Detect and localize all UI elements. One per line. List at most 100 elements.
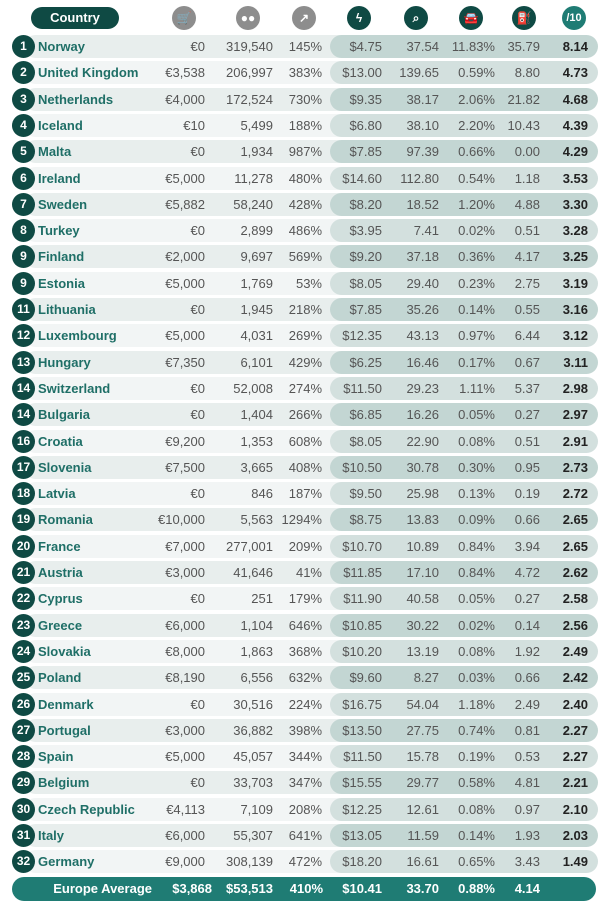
row-bg bbox=[24, 245, 354, 269]
evs-cell: 1,769 bbox=[240, 275, 273, 291]
chargers-cell: 4.72 bbox=[514, 565, 540, 580]
row-bg bbox=[24, 298, 354, 321]
table-row: 26 Denmark €0 30,516 224% $16.75 54.04 1.18% 2.4… bbox=[10, 692, 598, 716]
chargers-cell: 2.75 bbox=[514, 275, 540, 291]
charge-cost-cell: $18.20 bbox=[342, 854, 382, 870]
ev-share-cell: 1.20% bbox=[458, 196, 495, 212]
footer-value: 33.70 bbox=[406, 881, 439, 896]
rank-badge: 24 bbox=[12, 639, 35, 663]
row-bg bbox=[24, 508, 354, 532]
chargers-cell: 3.94 bbox=[514, 538, 540, 554]
incentive-cell: €0 bbox=[190, 407, 205, 423]
searches-cell: 54.04 bbox=[406, 696, 439, 712]
row-bg bbox=[24, 166, 354, 190]
row-bg-right bbox=[330, 613, 598, 637]
score-cell: 2.65 bbox=[562, 512, 588, 528]
ev-share-cell: 0.58% bbox=[458, 775, 495, 791]
country-name: Greece bbox=[38, 617, 83, 633]
rank-badge: 28 bbox=[12, 745, 35, 769]
row-bg bbox=[24, 613, 354, 637]
table-row: 17 Slovenia €7,500 3,665 408% $10.50 30.78 0.30… bbox=[10, 455, 598, 479]
charge-cost-cell: $8.05 bbox=[349, 275, 382, 291]
incentive-cell: €5,000 bbox=[165, 170, 205, 186]
charge-cost-cell: $4.75 bbox=[349, 39, 382, 54]
score-cell: 2.56 bbox=[562, 617, 588, 633]
chargers-cell: 21.82 bbox=[507, 91, 540, 107]
searches-cell: 27.75 bbox=[406, 722, 439, 738]
growth-cell: 179% bbox=[288, 591, 322, 607]
charge-cost-cell: $11.50 bbox=[343, 380, 382, 396]
searches-cell: 38.10 bbox=[406, 117, 439, 133]
score-header: /10 bbox=[562, 6, 586, 30]
growth-cell: 1294% bbox=[281, 512, 322, 528]
score-cell: 2.72 bbox=[562, 486, 588, 502]
row-bg-right bbox=[330, 639, 598, 663]
country-name: Denmark bbox=[38, 696, 94, 712]
table-row: 11 Lithuania €0 1,945 218% $7.85 35.26 0.14% 0.5… bbox=[10, 298, 598, 321]
evs-cell: 33,703 bbox=[233, 775, 273, 791]
row-bg-right bbox=[330, 35, 598, 58]
charge-cost-cell: $13.50 bbox=[342, 722, 382, 738]
searches-cell: 97.39 bbox=[406, 144, 439, 160]
searches-cell: 22.90 bbox=[406, 433, 439, 449]
footer-value: $53,513 bbox=[226, 881, 273, 896]
country-name: Cyprus bbox=[38, 591, 83, 607]
charge-cost-cell: $7.85 bbox=[349, 144, 382, 160]
growth-cell: 347% bbox=[288, 775, 322, 791]
chargers-cell: 0.66 bbox=[514, 670, 540, 686]
row-bg-right bbox=[330, 324, 598, 348]
searches-cell: 8.27 bbox=[413, 670, 439, 686]
chargers-cell: 0.27 bbox=[514, 407, 540, 423]
chargers-cell: 6.44 bbox=[514, 328, 540, 344]
rank-badge: 23 bbox=[12, 613, 35, 637]
growth-cell: 987% bbox=[288, 144, 322, 160]
rank-badge: 7 bbox=[12, 192, 35, 216]
growth-cell: 41% bbox=[295, 565, 322, 580]
chargers-cell: 0.19 bbox=[514, 486, 540, 502]
score-cell: 2.58 bbox=[562, 591, 588, 607]
row-bg-right bbox=[330, 61, 598, 85]
rank-badge: 18 bbox=[12, 482, 35, 506]
table-row: 12 Luxembourg €5,000 4,031 269% $12.35 43.13 0.… bbox=[10, 324, 598, 348]
row-bg-right bbox=[330, 271, 598, 295]
row-bg-right bbox=[330, 455, 598, 479]
chargers-cell: 4.88 bbox=[514, 196, 540, 212]
car-icon: 🚘 bbox=[459, 6, 483, 30]
row-bg-right bbox=[330, 482, 598, 506]
incentive-cell: €8,190 bbox=[165, 670, 205, 686]
score-cell: 4.39 bbox=[562, 117, 588, 133]
evs-cell: 45,057 bbox=[233, 749, 273, 765]
table-row: 25 Poland €8,190 6,556 632% $9.60 8.27 0.03% 0.6… bbox=[10, 666, 598, 690]
rank-badge: 12 bbox=[12, 324, 35, 348]
evs-cell: 5,563 bbox=[240, 512, 273, 528]
ev-share-cell: 0.08% bbox=[458, 433, 495, 449]
growth-cell: 53% bbox=[295, 275, 322, 291]
rank-badge: 31 bbox=[12, 824, 35, 847]
chargers-cell: 0.95 bbox=[514, 459, 540, 475]
footer-value: 410% bbox=[289, 881, 323, 896]
score-cell: 4.68 bbox=[562, 91, 588, 107]
chargers-cell: 0.00 bbox=[514, 144, 540, 160]
chargers-cell: 0.66 bbox=[514, 512, 540, 528]
evs-cell: 9,697 bbox=[240, 249, 273, 265]
rank-badge: 21 bbox=[12, 561, 35, 584]
country-name: Slovakia bbox=[38, 643, 91, 659]
table-row: 9 Estonia €5,000 1,769 53% $8.05 29.40 0.23% 2.7… bbox=[10, 271, 598, 295]
rank-badge: 27 bbox=[12, 718, 35, 742]
table-row: 18 Latvia €0 846 187% $9.50 25.98 0.13% 0.19 2.72 bbox=[10, 482, 598, 506]
country-name: Bulgaria bbox=[38, 407, 91, 423]
growth-cell: 383% bbox=[288, 65, 322, 81]
rank-badge: 17 bbox=[12, 455, 35, 479]
country-name: Czech Republic bbox=[38, 801, 135, 817]
searches-cell: 35.26 bbox=[406, 302, 439, 317]
row-bg bbox=[24, 482, 354, 506]
evs-cell: 11,278 bbox=[234, 170, 273, 186]
country-name: Sweden bbox=[38, 196, 88, 212]
shopping-cart-icon: 🛒 bbox=[172, 6, 196, 30]
evs-cell: 1,404 bbox=[240, 407, 273, 423]
table-row: 22 Cyprus €0 251 179% $11.90 40.58 0.05% 0.27 2.5… bbox=[10, 587, 598, 611]
charge-cost-cell: $9.60 bbox=[349, 670, 382, 686]
row-bg-right bbox=[330, 824, 598, 847]
ev-share-cell: 2.06% bbox=[458, 91, 495, 107]
ev-share-cell: 0.65% bbox=[458, 854, 495, 870]
